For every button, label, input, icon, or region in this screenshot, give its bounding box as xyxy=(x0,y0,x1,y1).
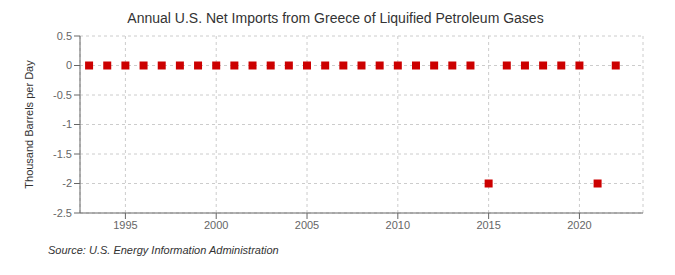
svg-text:0: 0 xyxy=(66,59,72,71)
html-text:Source: U.S. Energy Informatio: Source: U.S. Energy Information Administ… xyxy=(48,244,279,256)
svg-text:2010: 2010 xyxy=(386,219,410,231)
svg-text:2020: 2020 xyxy=(567,219,591,231)
svg-text:2015: 2015 xyxy=(476,219,500,231)
html-text:Annual U.S. Net Imports from G: Annual U.S. Net Imports from Greece of L… xyxy=(127,10,544,26)
svg-text:2000: 2000 xyxy=(204,219,228,231)
svg-text:1995: 1995 xyxy=(113,219,137,231)
svg-text:-1: -1 xyxy=(62,118,72,130)
svg-text:Thousand Barrels per Day: Thousand Barrels per Day xyxy=(23,60,35,189)
svg-text:-2: -2 xyxy=(62,177,72,189)
svg-text:0.5: 0.5 xyxy=(57,30,72,42)
svg-text:-2.5: -2.5 xyxy=(53,207,72,219)
svg-text:-1.5: -1.5 xyxy=(53,148,72,160)
svg-text:2005: 2005 xyxy=(295,219,319,231)
svg-text:-0.5: -0.5 xyxy=(53,89,72,101)
